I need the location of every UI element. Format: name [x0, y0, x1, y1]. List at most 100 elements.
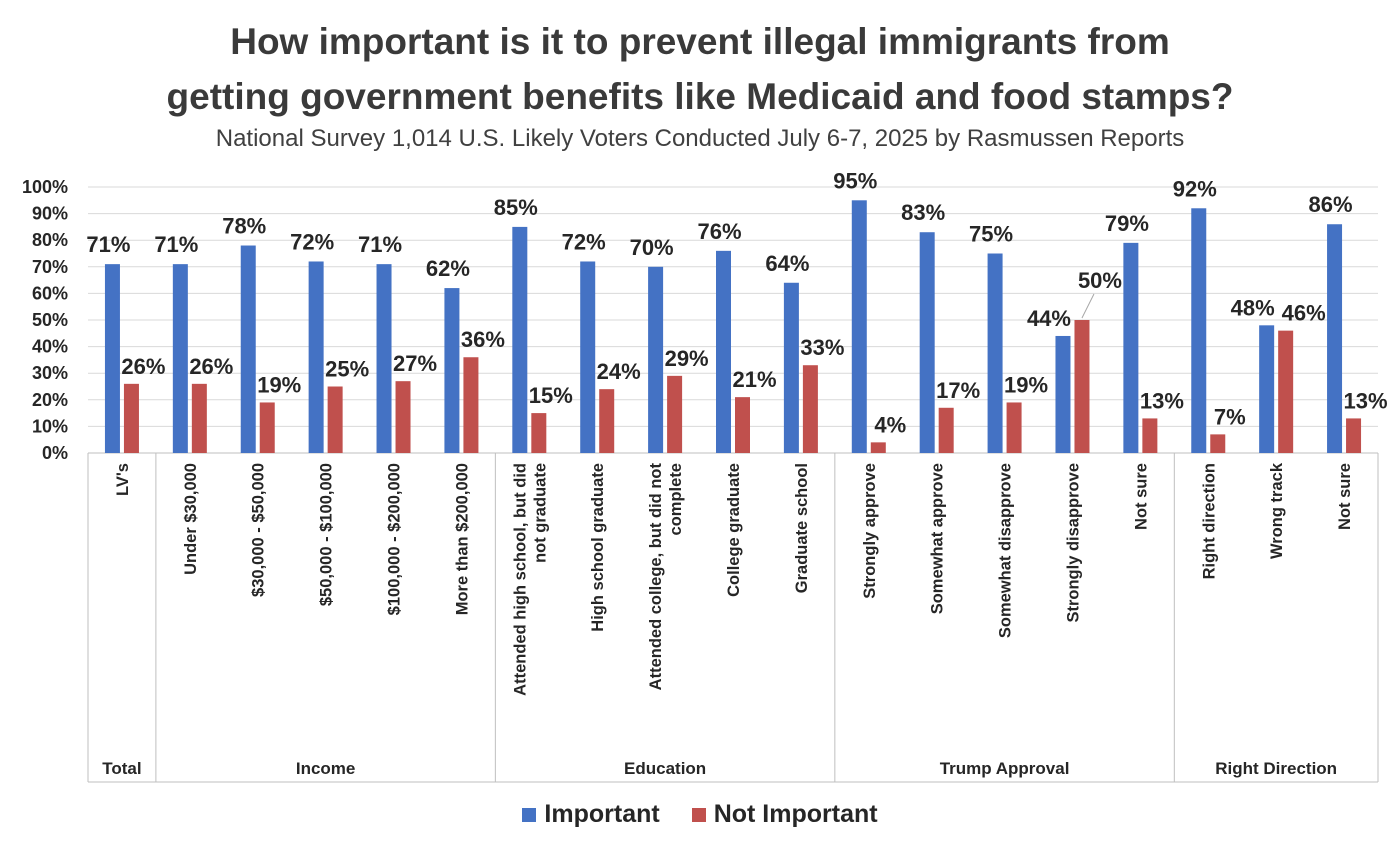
chart-subtitle: National Survey 1,014 U.S. Likely Voters… [215, 125, 1185, 152]
bar-not-important [802, 365, 818, 453]
value-label-important: 48% [1231, 295, 1275, 320]
value-label-important: 76% [697, 219, 741, 244]
label-leader-line [1081, 293, 1095, 319]
value-label-important: 92% [1173, 176, 1217, 201]
value-label-not-important: 17% [936, 378, 980, 403]
value-label-not-important: 26% [121, 354, 165, 379]
legend-label-not-important: Not Important [713, 800, 878, 828]
category-label: $50,000 - $100,000 [318, 463, 336, 606]
bar-not-important [735, 397, 750, 453]
legend-label-important: Important [544, 800, 660, 828]
bar-important [1055, 335, 1071, 453]
legend-item-important: Important [522, 800, 660, 829]
value-label-not-important: 26% [189, 354, 233, 379]
bar-important [1191, 208, 1207, 453]
value-label-important: 72% [562, 229, 606, 254]
bar-important [1259, 325, 1275, 453]
y-tick-label: 100% [22, 177, 68, 197]
value-label-important: 71% [86, 232, 130, 257]
bar-not-important [259, 402, 275, 453]
value-label-not-important: 29% [665, 346, 709, 371]
bar-not-important [870, 442, 886, 453]
category-label: Right direction [1200, 463, 1218, 579]
bar-important [648, 266, 664, 453]
group-label: Income [296, 759, 356, 778]
y-tick-label: 70% [32, 257, 68, 277]
bar-not-important [1346, 418, 1362, 453]
group-label: Right Direction [1215, 759, 1337, 778]
bar-important [580, 261, 596, 453]
value-label-important: 70% [630, 235, 674, 260]
legend-swatch-important [522, 807, 537, 822]
bar-important [512, 226, 528, 453]
y-tick-label: 80% [32, 230, 68, 250]
category-label: $30,000 - $50,000 [250, 463, 268, 597]
bar-important [716, 250, 731, 453]
category-label: High school graduate [589, 463, 607, 632]
bar-important [1327, 224, 1343, 453]
bar-important [1123, 242, 1139, 453]
value-label-not-important: 13% [1140, 388, 1184, 413]
value-label-not-important: 15% [529, 383, 573, 408]
category-label: Somewhat disapprove [997, 463, 1015, 638]
category-label: College graduate [725, 463, 743, 597]
chart-title-line-2: getting government benefits like Medicai… [166, 76, 1234, 117]
bar-not-important [1142, 418, 1158, 453]
bar-important [987, 253, 1003, 453]
value-label-important: 85% [494, 195, 538, 220]
bar-not-important [531, 413, 547, 453]
value-label-important: 95% [833, 168, 877, 193]
value-label-important: 72% [290, 229, 334, 254]
value-label-not-important: 19% [257, 372, 301, 397]
category-label: Strongly disapprove [1064, 463, 1082, 623]
bar-not-important [599, 389, 615, 453]
group-label: Trump Approval [940, 759, 1070, 778]
category-label: $100,000 - $200,000 [386, 463, 404, 615]
bar-not-important [395, 381, 411, 453]
chart-title-line-1: How important is it to prevent illegal i… [230, 21, 1170, 62]
category-label: LV's [114, 463, 132, 496]
value-label-important: 62% [426, 256, 470, 281]
bar-important [919, 232, 935, 453]
category-label: Attended high school, but did [511, 463, 529, 696]
bar-not-important [667, 375, 683, 453]
value-label-not-important: 4% [874, 412, 906, 437]
bar-not-important [1006, 402, 1022, 453]
value-label-not-important: 27% [393, 351, 437, 376]
value-label-not-important: 19% [1004, 372, 1048, 397]
bar-not-important [938, 407, 954, 453]
value-label-important: 78% [222, 214, 266, 239]
bar-important [172, 264, 188, 453]
value-label-not-important: 36% [461, 327, 505, 352]
bar-not-important [191, 383, 207, 453]
y-tick-label: 40% [32, 337, 68, 357]
y-tick-label: 90% [32, 204, 68, 224]
value-label-important: 71% [154, 232, 198, 257]
value-label-not-important: 50% [1078, 268, 1122, 293]
group-label: Total [102, 759, 141, 778]
category-label: not graduate [531, 463, 549, 563]
value-label-important: 44% [1027, 306, 1071, 331]
value-label-not-important: 33% [800, 335, 844, 360]
y-tick-label: 60% [32, 283, 68, 303]
category-label: Attended college, but did not [647, 463, 665, 691]
category-label: More than $200,000 [453, 463, 471, 615]
bar-important [444, 288, 460, 453]
bar-important [240, 245, 256, 453]
category-label: Not sure [1132, 463, 1150, 530]
y-tick-label: 30% [32, 363, 68, 383]
bar-not-important [1278, 330, 1294, 453]
bar-important [104, 264, 120, 453]
bar-chart: 0% 10% 20% 30% 40% 50% 60% 70% 80% 90% 100% Total In… [22, 168, 1388, 783]
bar-not-important [327, 386, 343, 453]
y-tick-label: 20% [32, 390, 68, 410]
bar-not-important [1074, 320, 1090, 453]
value-label-important: 64% [765, 251, 809, 276]
group-label: Education [624, 759, 706, 778]
value-label-not-important: 13% [1344, 388, 1388, 413]
bar-not-important [123, 383, 139, 453]
y-tick-label: 10% [32, 416, 68, 436]
value-label-not-important: 46% [1282, 301, 1326, 326]
value-label-important: 75% [969, 222, 1013, 247]
legend-swatch-not-important [691, 807, 706, 822]
